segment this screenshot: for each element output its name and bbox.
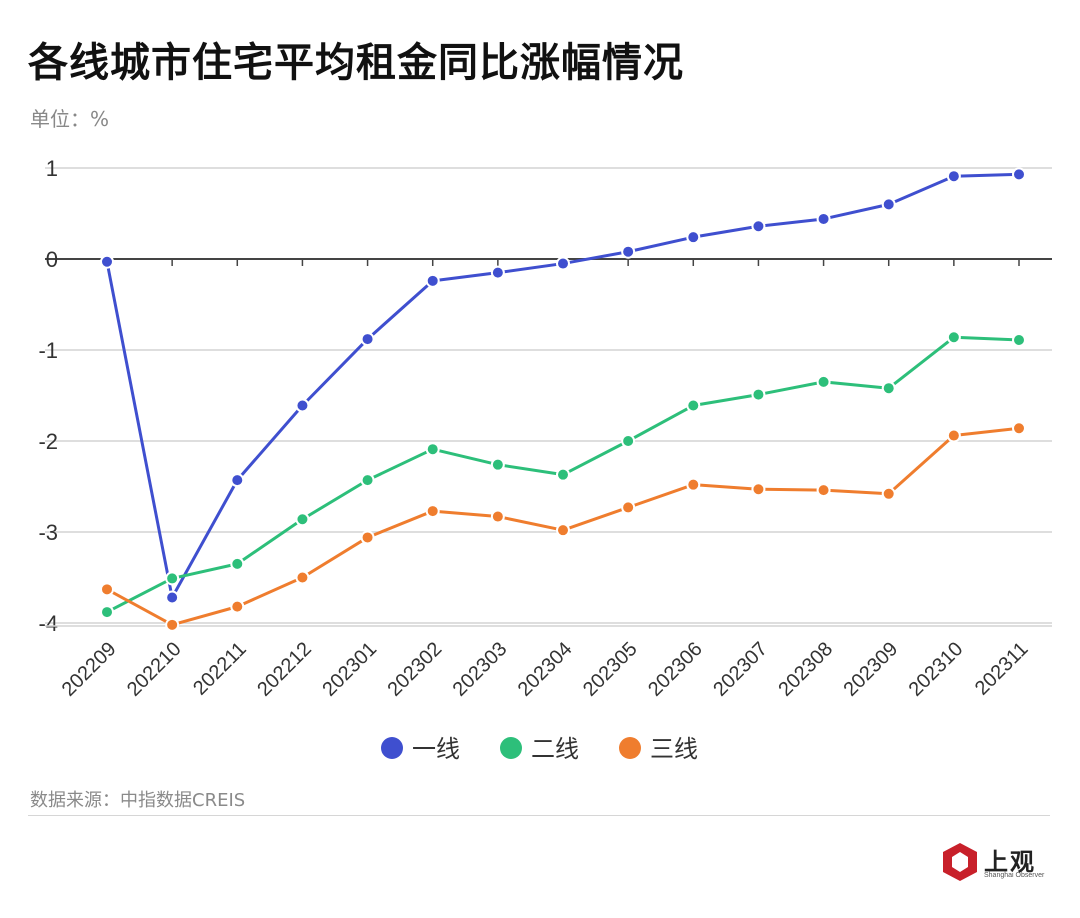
data-point <box>490 509 505 524</box>
data-point <box>425 504 440 519</box>
x-tick-label: 202309 <box>839 638 902 701</box>
x-tick-label: 202308 <box>774 638 837 701</box>
logo-text-cn: 上观 <box>984 847 1036 876</box>
data-point <box>556 523 570 538</box>
data-point <box>881 381 896 396</box>
data-point <box>816 211 831 226</box>
x-tick-label: 202310 <box>905 638 968 701</box>
x-tick-label: 202212 <box>253 638 316 701</box>
data-point <box>165 590 180 605</box>
data-point <box>946 330 961 345</box>
shanghai-observer-logo: 上观 Shanghai Observer <box>940 842 1050 886</box>
x-tick-label: 202303 <box>449 638 512 701</box>
footer-divider <box>28 815 1050 816</box>
data-source: 数据来源：中指数据CREIS <box>30 790 246 811</box>
data-point <box>490 265 505 280</box>
data-point <box>100 254 114 269</box>
data-point <box>100 582 114 597</box>
legend-label: 三线 <box>650 735 698 763</box>
logo-mark-icon <box>943 843 977 881</box>
x-tick-label: 202311 <box>971 638 1033 700</box>
data-point <box>621 434 636 448</box>
data-point <box>686 398 701 413</box>
data-point <box>946 169 961 184</box>
data-point <box>360 332 375 347</box>
data-point <box>230 556 245 571</box>
y-tick-label: -1 <box>38 338 58 363</box>
data-point <box>816 374 831 389</box>
y-tick-label: -2 <box>38 429 58 454</box>
data-point <box>881 197 896 212</box>
data-point <box>295 512 310 527</box>
data-point <box>1012 332 1026 347</box>
legend-label: 二线 <box>531 735 579 763</box>
data-point <box>881 486 896 501</box>
data-point <box>165 571 180 586</box>
data-point <box>230 599 245 614</box>
data-point <box>295 398 310 413</box>
data-point <box>230 473 245 488</box>
data-point <box>556 256 570 271</box>
data-point <box>751 482 766 497</box>
y-tick-label: -3 <box>38 520 58 545</box>
x-tick-label: 202211 <box>189 638 251 700</box>
y-tick-label: 1 <box>46 156 58 181</box>
data-point <box>295 570 310 585</box>
data-point <box>425 442 440 457</box>
legend-label: 一线 <box>412 735 460 763</box>
x-tick-label: 202305 <box>579 638 642 701</box>
x-tick-label: 202306 <box>644 638 707 701</box>
x-tick-label: 202302 <box>383 638 446 701</box>
data-point <box>100 605 114 620</box>
data-point <box>686 477 701 492</box>
data-point <box>425 273 440 288</box>
x-tick-label: 202210 <box>123 638 186 701</box>
data-point <box>165 617 180 632</box>
y-tick-label: 0 <box>46 247 58 272</box>
data-point <box>751 387 766 402</box>
data-point <box>621 500 636 515</box>
x-tick-label: 202304 <box>514 638 577 701</box>
x-tick-label: 202209 <box>58 638 121 701</box>
y-tick-label: -4 <box>38 611 58 636</box>
x-tick-label: 202307 <box>709 638 772 701</box>
data-point <box>360 530 375 545</box>
data-point <box>946 428 961 443</box>
data-point <box>621 244 636 259</box>
data-point <box>1012 167 1026 182</box>
data-point <box>1012 421 1026 436</box>
data-point <box>751 219 766 234</box>
data-point <box>816 483 831 498</box>
legend-marker <box>500 737 522 759</box>
unit-label: 单位：% <box>30 107 110 131</box>
data-point <box>490 457 505 472</box>
chart-title: 各线城市住宅平均租金同比涨幅情况 <box>28 40 684 86</box>
data-point <box>686 230 701 245</box>
x-tick-label: 202301 <box>318 638 381 701</box>
logo-text-en: Shanghai Observer <box>984 872 1045 879</box>
data-point <box>360 473 375 488</box>
legend-marker <box>619 737 641 759</box>
data-point <box>556 467 570 482</box>
legend-marker <box>381 737 403 759</box>
